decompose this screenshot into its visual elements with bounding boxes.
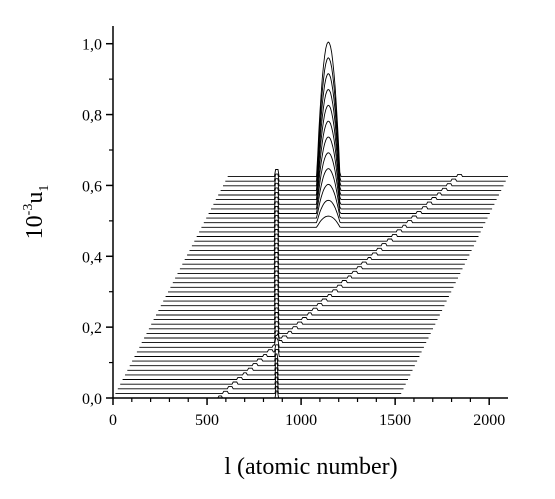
trace-line	[225, 57, 506, 182]
y-axis-title: 10-3u1	[21, 185, 52, 240]
trace-line	[218, 104, 499, 196]
trace-line	[141, 332, 427, 344]
trace-line	[117, 381, 404, 390]
trace-line	[122, 372, 408, 380]
trace-line	[227, 41, 508, 178]
trace-line	[120, 376, 406, 385]
x-axis-title: l (atomic number)	[224, 454, 397, 480]
x-tick-label: 0	[109, 412, 117, 429]
y-axis-title-exponent: -3	[21, 204, 36, 216]
trace-line	[196, 229, 479, 237]
y-axis-title-subscript: 1	[37, 185, 52, 192]
trace-line	[148, 321, 433, 330]
x-tick-label: 1000	[285, 412, 317, 429]
trace-line	[146, 325, 431, 334]
tick-layer: 0 500 1000 1500 2000 0,0 0,2 0,4 0,6 0,8 1,0	[82, 37, 505, 429]
x-tick-label: 1500	[379, 412, 411, 429]
trace-line	[177, 265, 461, 274]
y-tick-label: 0,2	[82, 320, 102, 337]
svg-text:10-3u1: 10-3u1	[21, 185, 52, 240]
trace-line	[175, 270, 458, 279]
trace-line	[134, 348, 420, 357]
trace-line	[127, 362, 413, 371]
y-tick-label: 0,4	[82, 249, 102, 266]
trace-line	[223, 73, 504, 187]
trace-line	[182, 256, 465, 265]
y-axis-title-variable: u	[22, 192, 48, 204]
trace-line	[129, 358, 415, 367]
trace-line	[153, 312, 438, 321]
trace-line	[194, 233, 477, 242]
x-tick-label: 500	[195, 412, 219, 429]
trace-line	[139, 337, 424, 348]
trace-line	[115, 385, 402, 394]
trace-line	[213, 136, 495, 205]
trace-line	[208, 168, 490, 214]
trace-line	[158, 302, 443, 311]
trace-line	[203, 199, 486, 224]
trace-line	[184, 252, 468, 261]
trace-line	[179, 261, 463, 270]
trace-line	[206, 183, 488, 219]
trace-line	[191, 238, 474, 247]
trace-layer	[113, 41, 508, 399]
trace-line	[132, 353, 418, 362]
axes	[112, 26, 508, 399]
y-tick-label: 0,6	[82, 178, 102, 195]
trace-line	[156, 307, 440, 316]
y-axis-title-base: 10	[22, 215, 48, 239]
trace-line	[125, 367, 411, 376]
y-tick-label: 1,0	[82, 37, 102, 54]
trace-line	[215, 120, 497, 201]
trace-line	[160, 298, 445, 307]
trace-line	[151, 316, 436, 325]
trace-line	[113, 390, 399, 399]
trace-line	[220, 88, 502, 191]
y-tick-label: 0,8	[82, 108, 102, 125]
trace-line	[189, 242, 472, 251]
trace-line	[165, 288, 449, 297]
trace-line	[168, 284, 452, 293]
trace-line	[172, 275, 456, 284]
x-tick-label: 2000	[473, 412, 505, 429]
trace-line	[163, 293, 447, 302]
trace-line	[187, 247, 470, 256]
trace-line	[144, 330, 429, 339]
trace-line	[201, 215, 483, 228]
trace-line	[170, 279, 454, 288]
trace-line	[199, 224, 481, 233]
trace-line	[211, 152, 493, 210]
y-tick-label: 0,0	[82, 391, 102, 408]
trace-line	[136, 344, 422, 353]
